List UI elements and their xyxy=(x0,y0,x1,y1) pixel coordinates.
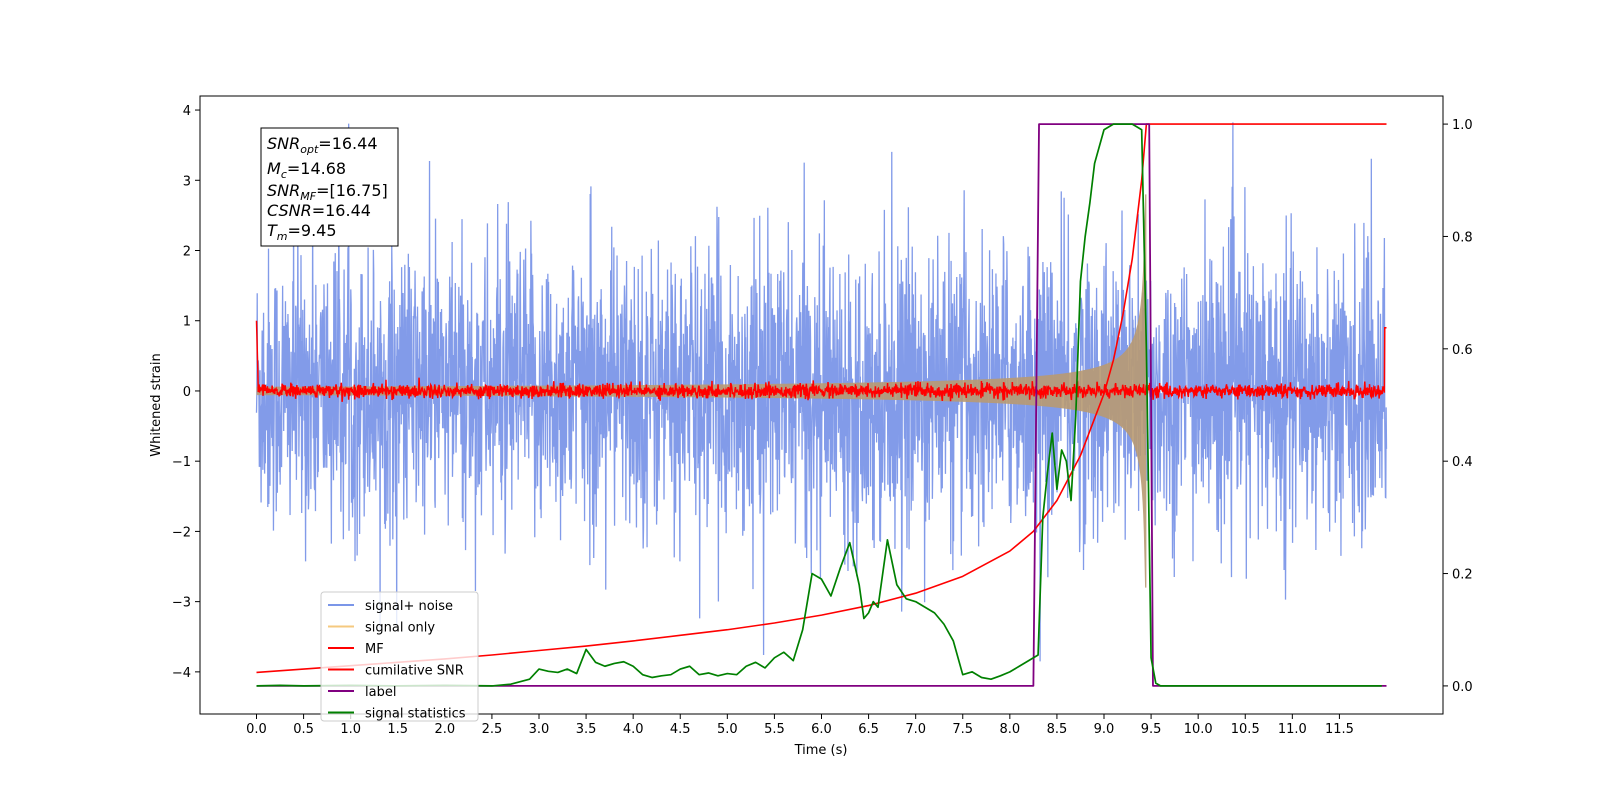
x-tick-label: 10.0 xyxy=(1184,722,1213,737)
x-tick-label: 11.5 xyxy=(1325,722,1354,737)
x-tick-label: 2.5 xyxy=(482,722,503,737)
stat-mc: Mc=14.68 xyxy=(267,159,346,181)
y-tick-label: 3 xyxy=(183,174,191,189)
y-tick-label: 4 xyxy=(183,104,191,119)
x-tick-label: 7.0 xyxy=(905,722,926,737)
y2-tick-label: 1.0 xyxy=(1452,118,1473,133)
y-tick-label: −3 xyxy=(172,596,191,611)
legend-label: MF xyxy=(365,642,384,657)
series-label xyxy=(256,123,1387,687)
legend-items: signal+ noise signal only MF cumilative SNR… xyxy=(328,599,466,722)
legend: signal+ noise signal only MF cumilative SNR… xyxy=(320,591,479,722)
x-tick-label: 4.0 xyxy=(623,722,644,737)
x-tick-label: 10.5 xyxy=(1231,722,1260,737)
x-axis: 0.0 0.5 1.0 1.5 2.0 2.5 3.0 3.5 4.0 4.5 5.0 5.5 6.0 6… xyxy=(246,714,1354,737)
y2-tick-label: 0.8 xyxy=(1452,230,1473,245)
x-tick-label: 5.5 xyxy=(764,722,785,737)
y-tick-label: 0 xyxy=(183,385,191,400)
x-tick-label: 1.0 xyxy=(340,722,361,737)
x-axis-title: Time (s) xyxy=(794,743,848,758)
x-tick-label: 3.5 xyxy=(576,722,597,737)
x-tick-label: 8.5 xyxy=(1047,722,1068,737)
stat-snr-opt: SNRopt=16.44 xyxy=(267,134,378,156)
legend-label: signal statistics xyxy=(365,707,466,722)
y-tick-label: −4 xyxy=(172,666,191,681)
y-axis-right: 1.0 0.8 0.6 0.4 0.2 0.0 xyxy=(1443,118,1473,695)
y-tick-label: 2 xyxy=(183,245,191,260)
x-tick-label: 1.5 xyxy=(387,722,408,737)
y-tick-label: 1 xyxy=(183,315,191,330)
series-signal-statistics xyxy=(256,123,1382,687)
stats-box: SNRopt=16.44 Mc=14.68 SNRMF=[16.75] CSNR… xyxy=(260,127,399,247)
stat-csnr: CSNR=16.44 xyxy=(267,201,371,220)
series-signal-noise xyxy=(255,122,1388,662)
x-tick-label: 0.5 xyxy=(293,722,314,737)
y-axis-left: 4 3 2 1 0 −1 −2 −3 −4 xyxy=(172,104,200,681)
x-tick-label: 9.5 xyxy=(1141,722,1162,737)
x-tick-label: 0.0 xyxy=(246,722,267,737)
x-tick-label: 7.5 xyxy=(952,722,973,737)
x-tick-label: 11.0 xyxy=(1278,722,1307,737)
x-tick-label: 3.0 xyxy=(529,722,550,737)
stats-box-frame xyxy=(260,127,399,247)
y2-tick-label: 0.0 xyxy=(1452,680,1473,695)
legend-frame xyxy=(320,591,479,722)
y-axis-title: Whitened strain xyxy=(149,353,164,456)
x-tick-label: 5.0 xyxy=(717,722,738,737)
x-tick-label: 6.0 xyxy=(811,722,832,737)
stat-tm: Tm=9.45 xyxy=(267,221,337,243)
stat-snr-mf: SNRMF=[16.75] xyxy=(267,181,388,203)
x-tick-label: 4.5 xyxy=(670,722,691,737)
series-mf xyxy=(255,320,1387,402)
legend-label: label xyxy=(365,685,396,700)
y2-tick-label: 0.4 xyxy=(1452,455,1473,470)
y2-tick-label: 0.6 xyxy=(1452,343,1473,358)
legend-label: cumilative SNR xyxy=(365,664,464,679)
legend-label: signal only xyxy=(365,621,435,636)
x-tick-label: 2.0 xyxy=(434,722,455,737)
legend-label: signal+ noise xyxy=(365,599,453,614)
x-tick-label: 9.0 xyxy=(1094,722,1115,737)
y-tick-label: −1 xyxy=(172,455,191,470)
x-tick-label: 8.0 xyxy=(999,722,1020,737)
x-tick-label: 6.5 xyxy=(858,722,879,737)
y2-tick-label: 0.2 xyxy=(1452,568,1473,583)
y-tick-label: −2 xyxy=(172,525,191,540)
